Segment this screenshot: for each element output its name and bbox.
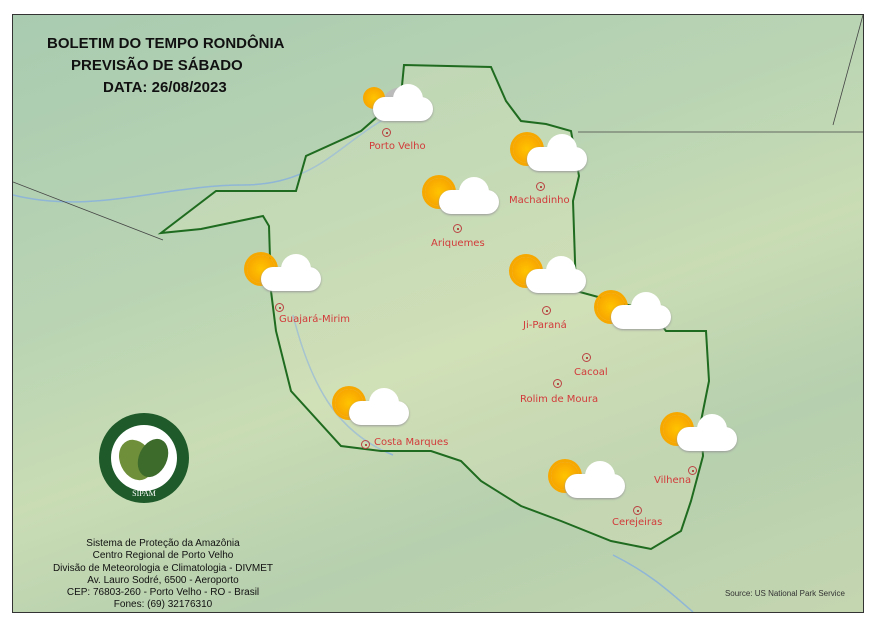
cloud-icon xyxy=(527,134,587,171)
city-label: Cacoal xyxy=(574,367,608,378)
rivers xyxy=(13,109,694,612)
footer-line: CEP: 76803-260 - Porto Velho - RO - Bras… xyxy=(66,587,260,599)
footer-info: Sistema de Proteção da Amazônia Centro R… xyxy=(43,538,283,612)
footer-line: Centro Regional de Porto Velho xyxy=(92,550,234,562)
cloud-icon xyxy=(349,388,409,425)
title-line-2: PREVISÃO DE SÁBADO xyxy=(71,57,243,74)
city-marker xyxy=(536,182,545,191)
cloud-icon xyxy=(526,256,586,293)
footer-line: Av. Lauro Sodré, 6500 - Aeroporto xyxy=(87,574,239,586)
partly-cloudy-icon xyxy=(513,134,589,183)
city-marker xyxy=(582,353,591,362)
city-label: Vilhena xyxy=(654,475,692,486)
city-marker xyxy=(688,466,697,475)
city-marker xyxy=(553,379,562,388)
city-marker xyxy=(382,128,391,137)
cloud-icon xyxy=(611,292,671,329)
cloudy-icon xyxy=(359,84,435,133)
city-label: Guajará-Mirim xyxy=(279,314,351,325)
city-label: Machadinho xyxy=(509,195,570,206)
logo-abbr: SIPAM xyxy=(132,489,156,498)
cloud-icon xyxy=(677,414,737,451)
city-label: Porto Velho xyxy=(369,141,426,152)
partly-cloudy-icon xyxy=(247,254,323,303)
city-label: Ji-Paraná xyxy=(523,320,567,331)
title-line-1: BOLETIM DO TEMPO RONDÔNIA xyxy=(47,35,285,52)
city-label: Cerejeiras xyxy=(612,517,663,528)
partly-cloudy-icon xyxy=(551,461,627,510)
weather-map: BOLETIM DO TEMPO RONDÔNIA PREVISÃO DE SÁ… xyxy=(12,14,864,613)
city-label: Costa Marques xyxy=(374,437,449,448)
footer-line: Fones: (69) 32176310 xyxy=(113,599,213,611)
source-credit: Source: US National Park Service xyxy=(724,589,845,598)
country-border xyxy=(13,15,863,241)
city-marker xyxy=(275,303,284,312)
city-label: Rolim de Moura xyxy=(520,394,599,405)
cloud-icon xyxy=(439,177,499,214)
city-marker xyxy=(633,506,642,515)
partly-cloudy-icon xyxy=(663,414,739,463)
sipam-logo: SIPAM xyxy=(99,413,189,503)
city-marker xyxy=(361,440,370,449)
cloud-icon xyxy=(373,84,433,121)
cloud-icon xyxy=(565,461,625,498)
partly-cloudy-icon xyxy=(597,292,673,341)
partly-cloudy-icon xyxy=(425,177,501,226)
partly-cloudy-icon xyxy=(512,256,588,305)
state-border-layer xyxy=(13,15,863,612)
partly-cloudy-icon xyxy=(335,388,411,437)
footer-line: Sistema de Proteção da Amazônia xyxy=(86,538,240,549)
rondonia-state-border xyxy=(157,63,711,551)
city-marker xyxy=(453,224,462,233)
footer-line: Divisão de Meteorologia e Climatologia -… xyxy=(52,562,274,574)
cloud-icon xyxy=(261,254,321,291)
city-label: Ariquemes xyxy=(431,238,485,249)
city-marker xyxy=(542,306,551,315)
title-line-3: DATA: 26/08/2023 xyxy=(103,79,227,96)
